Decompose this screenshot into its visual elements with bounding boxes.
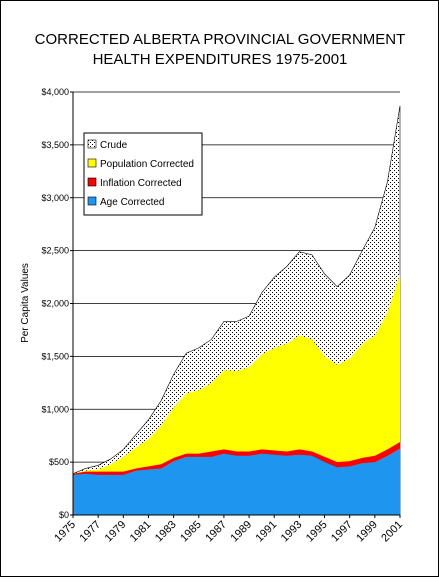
y-tick-label: $0 <box>59 510 69 520</box>
legend-label: Population Corrected <box>100 159 194 170</box>
area <box>73 448 400 515</box>
y-axis-label: Per Capita Values <box>20 263 31 343</box>
legend: Crude Population Corrected Inflation Corre… <box>83 132 203 216</box>
legend-swatch <box>87 158 97 168</box>
y-tick-label: $1,000 <box>41 404 69 414</box>
y-tick-label: $2,500 <box>41 246 69 256</box>
legend-label: Age Corrected <box>100 197 164 208</box>
y-tick-label: $4,000 <box>41 87 69 97</box>
y-tick-label: $500 <box>49 457 69 467</box>
legend-label: Crude <box>100 140 128 151</box>
y-tick-label: $3,000 <box>41 193 69 203</box>
y-tick-label: $1,500 <box>41 351 69 361</box>
chart-title: CORRECTED ALBERTA PROVINCIAL GOVERNMENT <box>35 31 406 48</box>
legend-swatch <box>87 139 97 149</box>
legend-swatch <box>87 196 97 206</box>
y-tick-label: $2,000 <box>41 299 69 309</box>
chart-title: HEALTH EXPENDITURES 1975-2001 <box>93 51 348 68</box>
legend-label: Inflation Corrected <box>100 178 182 189</box>
y-tick-label: $3,500 <box>41 140 69 150</box>
legend-swatch <box>87 177 97 187</box>
legend-box <box>83 132 203 216</box>
